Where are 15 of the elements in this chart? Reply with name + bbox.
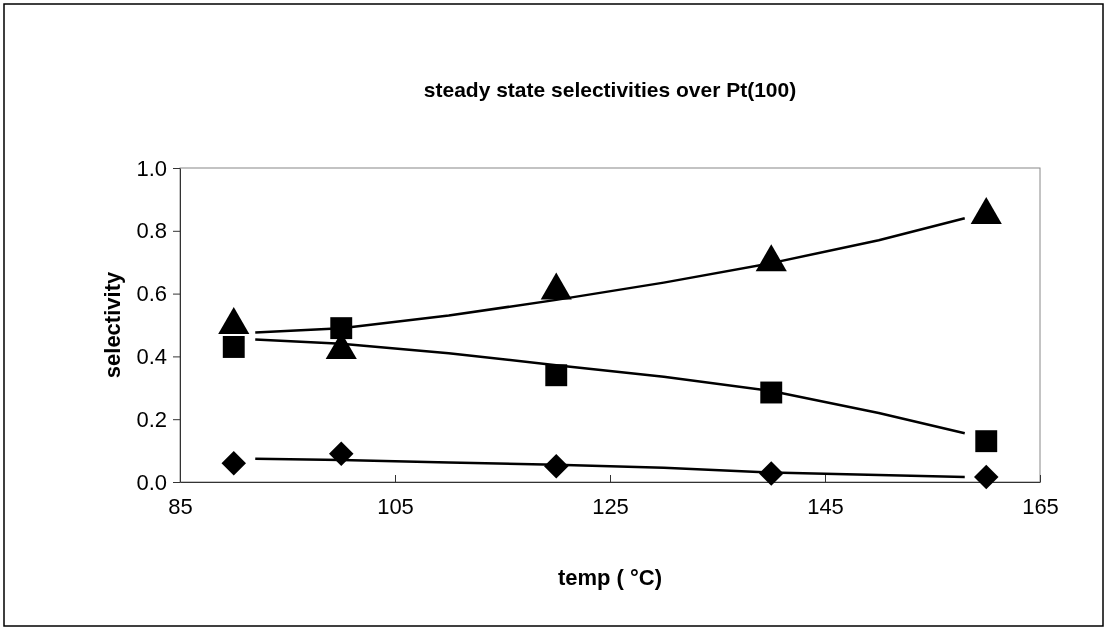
y-tick-label: 0.6 bbox=[136, 281, 167, 307]
x-tick-label: 145 bbox=[807, 493, 844, 519]
x-tick-label: 165 bbox=[1022, 493, 1059, 519]
y-tick-label: 0.0 bbox=[136, 469, 167, 495]
x-tick-label: 85 bbox=[168, 493, 193, 519]
y-tick-label: 0.2 bbox=[136, 406, 167, 432]
line-series bbox=[254, 338, 966, 435]
y-tick-label: 0.8 bbox=[136, 218, 167, 244]
x-tick-label: 105 bbox=[377, 493, 414, 519]
x-tick-label: 125 bbox=[592, 493, 629, 519]
y-axis-title: selectivity bbox=[100, 271, 125, 379]
x-axis-title: temp ( °C) bbox=[557, 565, 663, 590]
chart-title: steady state selectivities over Pt(100) bbox=[423, 78, 797, 101]
y-tick-label: 0.4 bbox=[136, 343, 167, 369]
y-tick-label: 1.0 bbox=[136, 155, 167, 181]
